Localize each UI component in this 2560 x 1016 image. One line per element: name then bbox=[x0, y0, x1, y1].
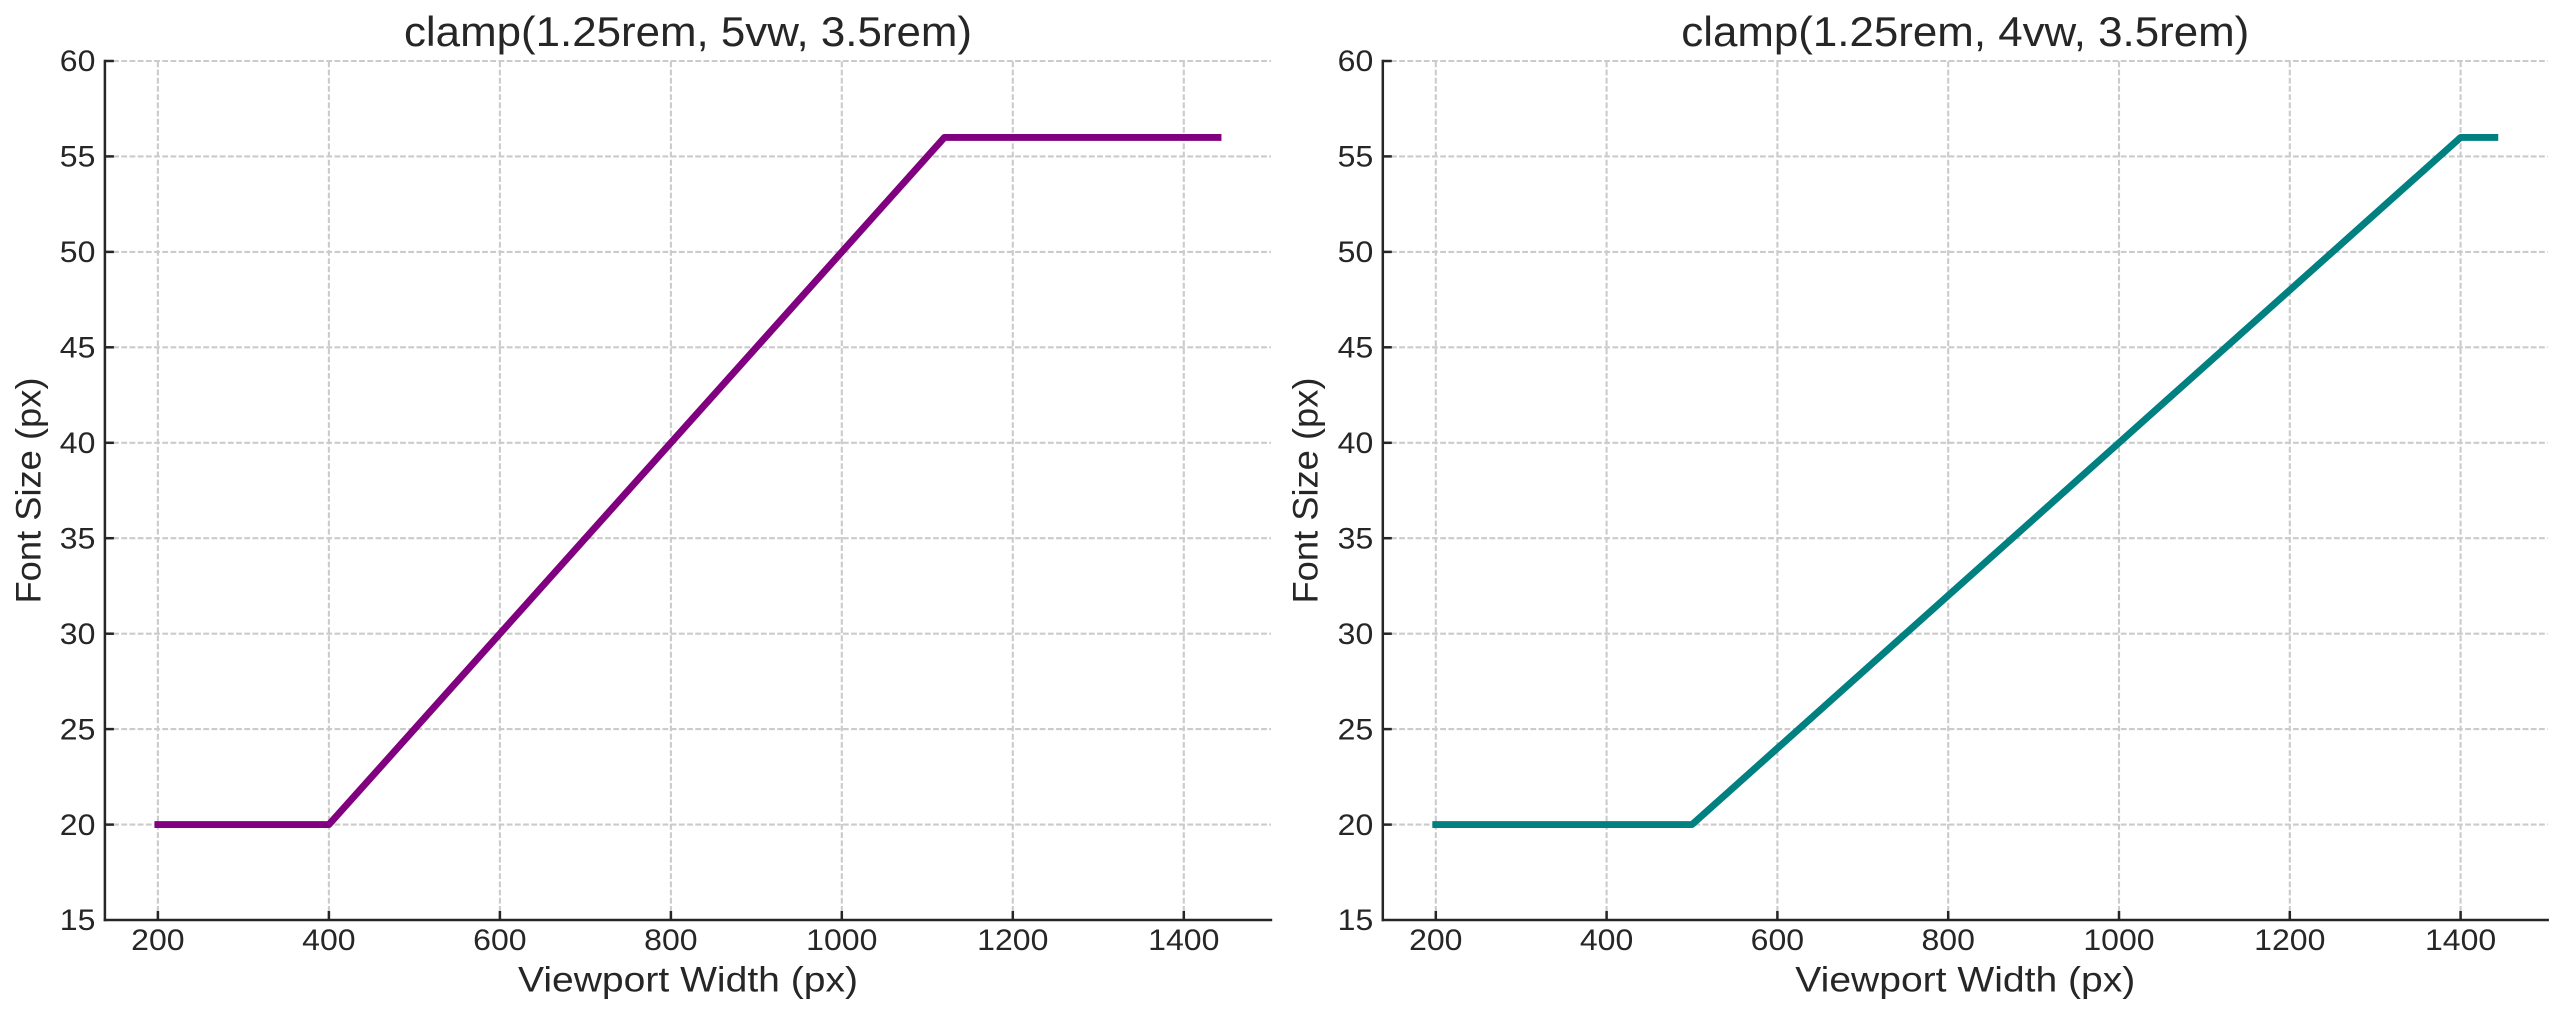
svg-text:200: 200 bbox=[1409, 924, 1462, 957]
svg-text:55: 55 bbox=[60, 141, 96, 174]
svg-text:clamp(1.25rem, 4vw, 3.5rem): clamp(1.25rem, 4vw, 3.5rem) bbox=[1681, 8, 2249, 55]
svg-text:clamp(1.25rem, 5vw, 3.5rem): clamp(1.25rem, 5vw, 3.5rem) bbox=[404, 8, 972, 55]
svg-text:400: 400 bbox=[1580, 924, 1633, 957]
svg-text:Font Size (px): Font Size (px) bbox=[10, 378, 49, 604]
svg-text:20: 20 bbox=[60, 809, 96, 842]
svg-text:1200: 1200 bbox=[977, 924, 1048, 957]
svg-text:55: 55 bbox=[1338, 141, 1374, 174]
svg-text:30: 30 bbox=[1338, 618, 1374, 651]
svg-text:50: 50 bbox=[60, 236, 96, 269]
svg-text:1400: 1400 bbox=[1148, 924, 1219, 957]
svg-text:45: 45 bbox=[60, 332, 96, 365]
svg-text:600: 600 bbox=[473, 924, 526, 957]
svg-text:45: 45 bbox=[1338, 332, 1374, 365]
svg-text:1400: 1400 bbox=[2425, 924, 2496, 957]
svg-text:200: 200 bbox=[131, 924, 184, 957]
svg-text:40: 40 bbox=[60, 427, 96, 460]
svg-text:40: 40 bbox=[1338, 427, 1374, 460]
svg-text:800: 800 bbox=[644, 924, 697, 957]
svg-text:60: 60 bbox=[60, 45, 96, 78]
svg-text:800: 800 bbox=[1922, 924, 1975, 957]
svg-text:25: 25 bbox=[1338, 713, 1374, 746]
svg-text:15: 15 bbox=[1338, 904, 1374, 937]
svg-text:Viewport Width (px): Viewport Width (px) bbox=[1795, 961, 2135, 1000]
svg-text:600: 600 bbox=[1751, 924, 1804, 957]
svg-text:50: 50 bbox=[1338, 236, 1374, 269]
svg-text:25: 25 bbox=[60, 713, 96, 746]
svg-text:400: 400 bbox=[302, 924, 355, 957]
svg-text:1000: 1000 bbox=[2083, 924, 2154, 957]
svg-text:60: 60 bbox=[1338, 45, 1374, 78]
svg-text:1200: 1200 bbox=[2254, 924, 2325, 957]
svg-text:Font Size (px): Font Size (px) bbox=[1287, 378, 1326, 604]
svg-text:1000: 1000 bbox=[806, 924, 877, 957]
svg-text:35: 35 bbox=[60, 522, 96, 555]
svg-text:15: 15 bbox=[60, 904, 96, 937]
svg-text:20: 20 bbox=[1338, 809, 1374, 842]
svg-text:35: 35 bbox=[1338, 522, 1374, 555]
svg-text:Viewport Width (px): Viewport Width (px) bbox=[518, 961, 858, 1000]
svg-text:30: 30 bbox=[60, 618, 96, 651]
